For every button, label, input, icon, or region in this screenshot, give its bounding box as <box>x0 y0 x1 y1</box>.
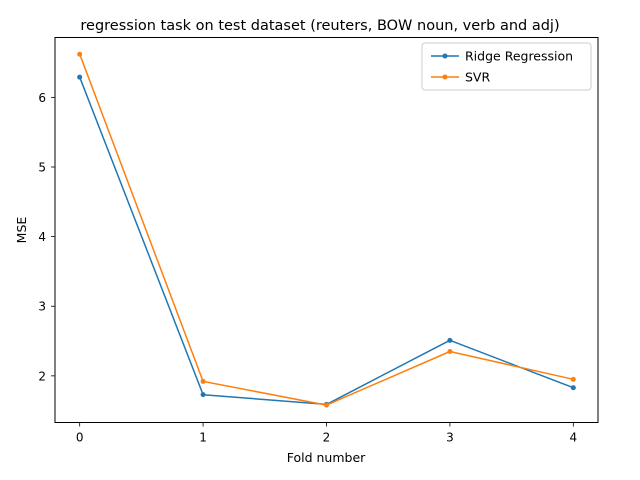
x-tick-label: 0 <box>76 431 84 445</box>
data-point-svr <box>324 402 329 408</box>
data-point-ridge-regression <box>200 392 206 398</box>
plot-area <box>77 51 576 408</box>
y-tick-label: 6 <box>38 91 46 105</box>
chart-title: regression task on test dataset (reuters… <box>80 18 559 34</box>
data-point-ridge-regression <box>447 337 453 343</box>
x-tick-label: 2 <box>323 431 331 445</box>
x-tick-label: 4 <box>569 431 577 445</box>
data-point-ridge-regression <box>77 74 83 80</box>
x-tick-label: 1 <box>199 431 207 445</box>
legend-marker-ridge <box>442 53 448 59</box>
y-tick-label: 5 <box>38 160 46 174</box>
data-point-svr <box>200 378 206 384</box>
y-axis-label: MSE <box>14 217 29 244</box>
y-tick-label: 2 <box>38 369 46 383</box>
x-axis-label: Fold number <box>287 450 366 465</box>
data-point-ridge-regression <box>570 385 576 391</box>
y-tick-label: 4 <box>38 230 46 244</box>
data-point-svr <box>447 348 453 354</box>
legend-box <box>421 42 592 91</box>
data-point-svr <box>570 376 576 382</box>
legend: Ridge Regression SVR <box>421 42 592 91</box>
x-axis: 0 1 2 3 4 <box>76 422 577 445</box>
legend-label-svr: SVR <box>465 70 490 85</box>
data-point-svr <box>77 51 83 57</box>
legend-marker-svr <box>442 74 448 80</box>
legend-label-ridge: Ridge Regression <box>465 49 573 64</box>
x-tick-label: 3 <box>446 431 454 445</box>
y-axis: 2 3 4 5 6 <box>38 91 55 383</box>
y-tick-label: 3 <box>38 300 46 314</box>
